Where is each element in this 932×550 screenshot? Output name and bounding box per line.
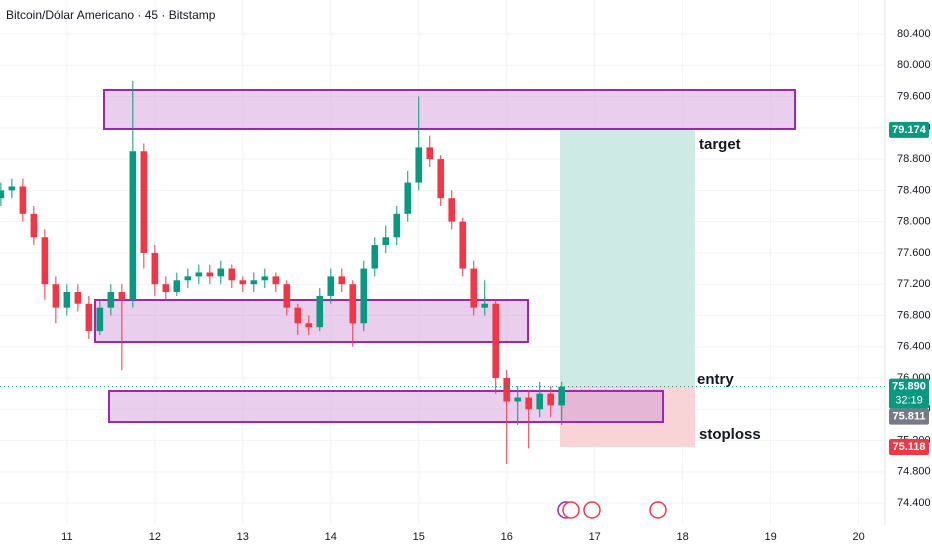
target-label: target [699, 136, 741, 153]
x-tick-label: 17 [589, 531, 601, 543]
y-tick-label: 76.400 [897, 341, 931, 353]
event-icon[interactable] [562, 501, 580, 519]
x-tick-label: 11 [61, 531, 72, 543]
candle-body [437, 159, 445, 199]
resistance-zone [103, 89, 796, 130]
candle-body [63, 292, 71, 308]
price-tag-label: 75.118 [892, 441, 925, 453]
candle-body [426, 147, 434, 160]
candle-body [360, 268, 368, 324]
x-tick-label: 18 [677, 531, 689, 543]
stoploss-label: stoploss [699, 426, 761, 443]
candle-body [30, 213, 38, 238]
candle-body [261, 276, 269, 281]
countdown: 32:19 [895, 395, 923, 407]
candles [0, 80, 566, 465]
price-tag [889, 121, 929, 138]
y-tick-label: 79.600 [897, 90, 931, 102]
candle-body [371, 245, 379, 269]
price-tag [889, 408, 929, 425]
candle-body [459, 221, 467, 269]
mid-zone [94, 299, 529, 343]
candle-body [206, 272, 214, 277]
candle-body [118, 292, 126, 300]
event-icons [557, 501, 667, 519]
candle-body [294, 307, 302, 324]
candle-body [8, 186, 16, 191]
candle-body [151, 252, 159, 285]
price-tag-label: 75.811 [892, 411, 925, 423]
support-zone [108, 390, 664, 423]
candle-body [129, 151, 137, 300]
price-tag-label: 79.174 [892, 124, 927, 136]
candle-body [481, 303, 489, 308]
x-tick-label: 12 [149, 531, 161, 543]
y-tick-label: 77.600 [897, 247, 931, 259]
candle-body [448, 198, 456, 222]
candle-body [382, 237, 390, 246]
y-tick-label: 77.200 [897, 278, 931, 290]
candle-body [404, 182, 412, 214]
event-icon[interactable] [583, 501, 601, 519]
y-tick-label: 74.400 [897, 497, 931, 509]
candle-body [525, 397, 533, 410]
candle-body [85, 303, 93, 332]
candle-body [349, 284, 357, 324]
candle-body [184, 276, 192, 281]
y-tick-label: 78.400 [897, 184, 931, 196]
y-tick-label: 76.800 [897, 309, 931, 321]
candle-body [0, 190, 5, 199]
candle-body [316, 295, 324, 328]
y-tick-label: 78.000 [897, 216, 931, 228]
profit-zone [560, 130, 695, 386]
candle-body [338, 276, 346, 285]
candle-body [393, 213, 401, 238]
candle-body [52, 284, 60, 308]
candle-body [514, 397, 522, 402]
candle-body [162, 284, 170, 293]
candle-body [228, 268, 236, 281]
candle-body [19, 186, 27, 214]
candle-body [272, 276, 280, 285]
candle-body [492, 303, 500, 379]
candle-body [547, 393, 555, 406]
candle-body [74, 292, 82, 304]
candle-body [415, 147, 423, 183]
candle-body [503, 378, 511, 402]
candle-body [217, 268, 225, 277]
candle-body [239, 280, 247, 285]
price-tag-label: 75.890 [892, 381, 926, 393]
candle-body [173, 280, 181, 293]
event-icon[interactable] [649, 501, 667, 519]
price-tag [889, 378, 929, 409]
candle-body [107, 292, 115, 308]
candle-body [195, 272, 203, 277]
candle-body [41, 237, 49, 285]
x-tick-label: 16 [501, 531, 513, 543]
candle-body [140, 151, 148, 253]
loss-zone [560, 386, 695, 447]
price-tag [889, 438, 929, 455]
candle-body [250, 280, 258, 285]
y-tick-label: 80.400 [897, 28, 931, 40]
x-tick-label: 15 [413, 531, 425, 543]
candle-body [536, 393, 544, 410]
candle-body [558, 386, 566, 406]
x-tick-label: 20 [852, 531, 864, 543]
chart-title: Bitcoin/Dólar Americano · 45 · Bitstamp [6, 8, 216, 22]
candle-body [327, 276, 335, 296]
candle-body [470, 268, 478, 308]
entry-label: entry [697, 371, 734, 388]
y-tick-label: 74.800 [897, 466, 931, 478]
x-tick-label: 14 [325, 531, 337, 543]
candle-body [96, 307, 104, 332]
x-tick-label: 19 [765, 531, 777, 543]
candle-body [283, 284, 291, 308]
x-tick-label: 13 [237, 531, 249, 543]
candle-body [305, 323, 313, 328]
y-tick-label: 78.800 [897, 153, 931, 165]
y-tick-label: 80.000 [897, 59, 931, 71]
